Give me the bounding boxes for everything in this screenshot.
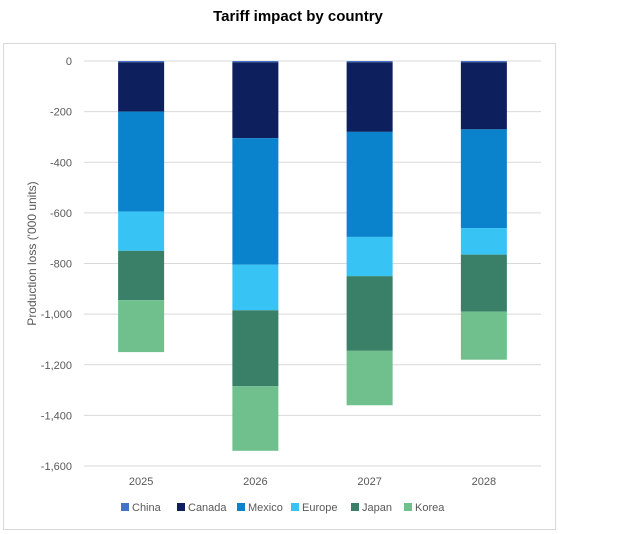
bar-segment-europe-2028 <box>460 228 507 255</box>
bar-segment-china-2026 <box>232 61 279 63</box>
bar-segment-japan-2025 <box>118 250 165 301</box>
legend-label-europe: Europe <box>302 502 337 514</box>
y-tick-label: -400 <box>50 157 72 169</box>
y-tick-label: -600 <box>50 208 72 220</box>
bar-segment-korea-2027 <box>346 350 393 406</box>
y-tick-label: -1,200 <box>41 360 72 372</box>
legend-label-mexico: Mexico <box>248 502 283 514</box>
legend-label-china: China <box>132 502 162 514</box>
bar-segment-japan-2026 <box>232 310 279 387</box>
x-tick-label: 2028 <box>472 476 496 488</box>
y-axis-title: Production loss ('000 units) <box>25 181 39 325</box>
bar-segment-canada-2027 <box>346 62 393 132</box>
legend-swatch-japan <box>351 503 359 511</box>
bar-segment-canada-2026 <box>232 62 279 139</box>
bar-segment-mexico-2025 <box>118 111 165 212</box>
bar-segment-mexico-2028 <box>460 129 507 229</box>
bar-segment-mexico-2027 <box>346 131 393 237</box>
y-tick-label: -1,600 <box>41 461 72 473</box>
y-tick-label: -1,000 <box>41 309 72 321</box>
x-tick-label: 2026 <box>243 476 267 488</box>
chart-title: Tariff impact by country <box>213 8 383 25</box>
legend-swatch-canada <box>177 503 185 511</box>
legend-swatch-mexico <box>237 503 245 511</box>
bar-segment-europe-2025 <box>118 211 165 251</box>
legend-swatch-europe <box>291 503 299 511</box>
bar-segment-europe-2027 <box>346 236 393 277</box>
bar-segment-china-2028 <box>460 61 507 63</box>
y-tick-label: -1,400 <box>41 410 72 422</box>
legend-swatch-korea <box>404 503 412 511</box>
legend-swatch-china <box>121 503 129 511</box>
bar-segment-mexico-2026 <box>232 138 279 265</box>
bar-segment-japan-2028 <box>460 254 507 312</box>
y-tick-label: -200 <box>50 107 72 119</box>
legend-label-japan: Japan <box>362 502 392 514</box>
y-tick-label: -800 <box>50 259 72 271</box>
bar-segment-canada-2028 <box>460 62 507 130</box>
bar-segment-korea-2028 <box>460 311 507 360</box>
x-tick-label: 2027 <box>357 476 381 488</box>
bar-segment-korea-2026 <box>232 386 279 451</box>
y-tick-label: 0 <box>66 56 72 68</box>
bar-segment-korea-2025 <box>118 300 165 353</box>
bar-segment-canada-2025 <box>118 62 165 112</box>
bar-segment-japan-2027 <box>346 276 393 351</box>
x-tick-label: 2025 <box>129 476 153 488</box>
bar-segment-china-2025 <box>118 61 165 63</box>
bar-segment-europe-2026 <box>232 264 279 311</box>
legend-label-canada: Canada <box>188 502 227 514</box>
legend-label-korea: Korea <box>415 502 445 514</box>
bar-segment-china-2027 <box>346 61 393 63</box>
